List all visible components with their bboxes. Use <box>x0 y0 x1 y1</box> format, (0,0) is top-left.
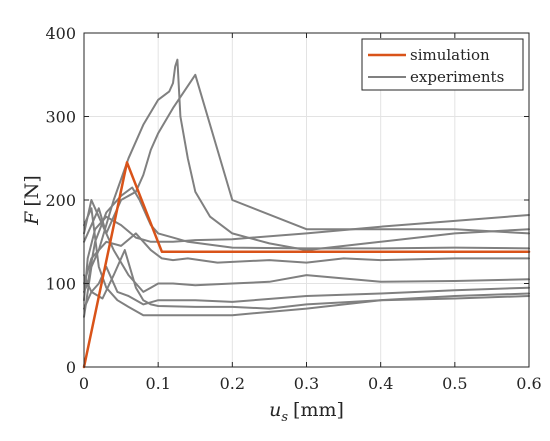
x-tick-label: 0.2 <box>220 374 245 393</box>
y-tick-label: 300 <box>45 108 76 127</box>
simulation-line <box>82 161 531 369</box>
y-tick-label: 0 <box>66 358 76 377</box>
legend-label-experiments: experiments <box>410 68 504 86</box>
y-tick-label: 400 <box>45 24 76 43</box>
legend-box <box>361 38 524 91</box>
ticks: 0 0.1 0.2 0.3 0.4 0.5 0.6 0 100 200 300 400 <box>45 24 541 393</box>
x-axis-subscript: s <box>281 410 288 425</box>
legend-label-simulation: simulation <box>410 46 490 64</box>
series-layer <box>82 58 531 369</box>
y-axis-unit: [N] <box>21 175 43 206</box>
x-tick-label: 0.5 <box>442 374 467 393</box>
experiment-line <box>83 58 530 318</box>
legend: simulation experiments <box>361 38 524 91</box>
y-tick-label: 100 <box>45 275 76 294</box>
y-tick-label: 200 <box>45 191 76 210</box>
x-axis-unit: [mm] <box>293 399 344 421</box>
experiment-line <box>83 232 530 285</box>
x-tick-label: 0.3 <box>294 374 319 393</box>
x-tick-label: 0.1 <box>145 374 170 393</box>
x-tick-label: 0 <box>79 374 89 393</box>
experiment-line <box>83 199 530 293</box>
experiment-line <box>83 73 530 243</box>
experiment-line <box>83 265 530 306</box>
experiment-line <box>83 249 530 310</box>
x-tick-label: 0.4 <box>368 374 393 393</box>
x-axis-symbol: u <box>269 399 281 421</box>
x-tick-label: 0.6 <box>516 374 541 393</box>
y-axis-label: F [N] <box>21 175 43 226</box>
y-axis-symbol: F <box>21 211 43 226</box>
x-axis-label: us [mm] <box>269 399 344 425</box>
